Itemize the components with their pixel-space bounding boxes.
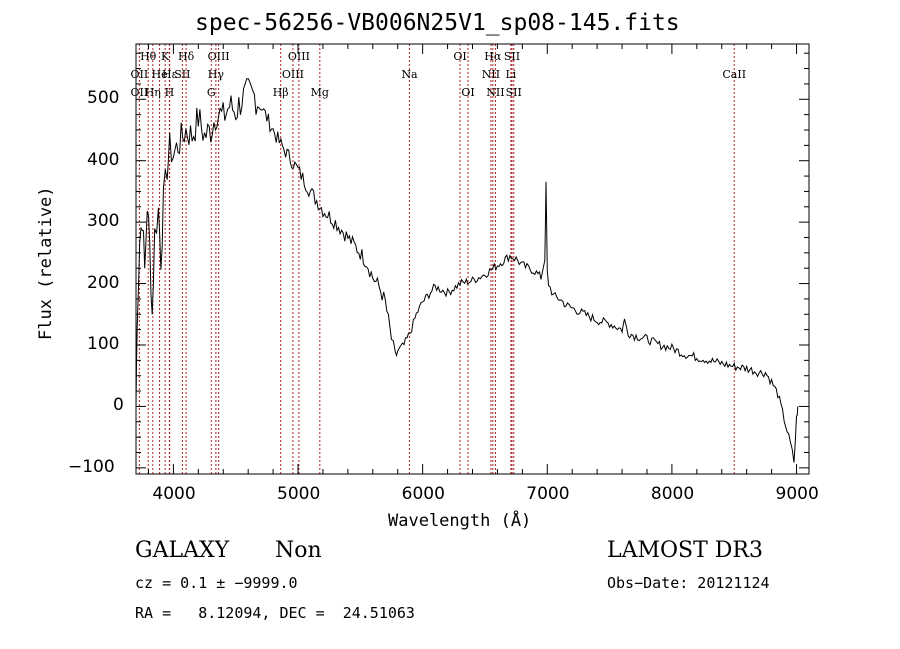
x-axis-label: Wavelength (Å) [388, 511, 532, 531]
survey-name: LAMOST DR3 [607, 538, 763, 563]
line-label: Hθ [140, 50, 157, 63]
line-label: OII [131, 86, 149, 99]
line-label: OIII [208, 50, 230, 63]
line-label: H [165, 86, 175, 99]
line-label: Li [505, 68, 516, 81]
line-label: Mg [311, 86, 329, 99]
x-tick-label: 6000 [401, 484, 445, 504]
x-tick-label: 8000 [650, 484, 695, 504]
line-label: OIII [288, 50, 310, 63]
line-label: Hε [162, 68, 178, 81]
line-label: Hα [484, 50, 502, 63]
y-tick-label: 200 [87, 272, 120, 293]
line-label: OIII [282, 68, 304, 81]
x-tick-label: 4000 [152, 484, 196, 504]
line-label: Hβ [273, 86, 289, 99]
x-tick-label: 9000 [775, 484, 819, 504]
coordinates: RA = 8.12094, DEC = 24.51063 [135, 604, 415, 622]
line-label: Na [401, 68, 418, 81]
redshift-text: cz = 0.1 ± −9999.0 [135, 574, 298, 592]
line-label: OII [131, 68, 149, 81]
line-label: Hδ [178, 50, 195, 63]
line-label: SII [174, 68, 190, 81]
line-label: NII [486, 86, 504, 99]
y-tick-label: −100 [68, 456, 115, 477]
object-class: GALAXY [135, 538, 230, 563]
obs-date: Obs−Date: 20121124 [607, 574, 770, 592]
chart-title: spec-56256-VB006N25V1_sp08-145.fits [195, 10, 680, 36]
line-label: SII [506, 86, 522, 99]
line-label: CaII [722, 68, 746, 81]
line-label: K [161, 50, 170, 63]
line-label: He [152, 68, 168, 81]
y-axis-label: Flux (relative) [36, 186, 56, 340]
line-label: OI [461, 86, 474, 99]
object-subclass: Non [275, 538, 322, 563]
axis-ticks [136, 44, 809, 474]
y-tick-label: 500 [87, 88, 120, 109]
line-label: Hγ [208, 68, 225, 81]
line-label: OI [453, 50, 466, 63]
y-tick-label: 300 [87, 211, 120, 232]
y-tick-label: 400 [87, 149, 120, 170]
x-tick-label: 5000 [277, 484, 321, 504]
line-label: NII [482, 68, 500, 81]
line-label: G [207, 86, 216, 99]
y-tick-label: 100 [87, 334, 120, 354]
line-label: SII [504, 50, 520, 63]
x-tick-label: 7000 [526, 484, 570, 504]
line-label: Hη [145, 86, 161, 99]
spectrum-line [135, 78, 799, 463]
y-tick-label: 0 [113, 395, 124, 416]
plot-frame [135, 43, 810, 475]
